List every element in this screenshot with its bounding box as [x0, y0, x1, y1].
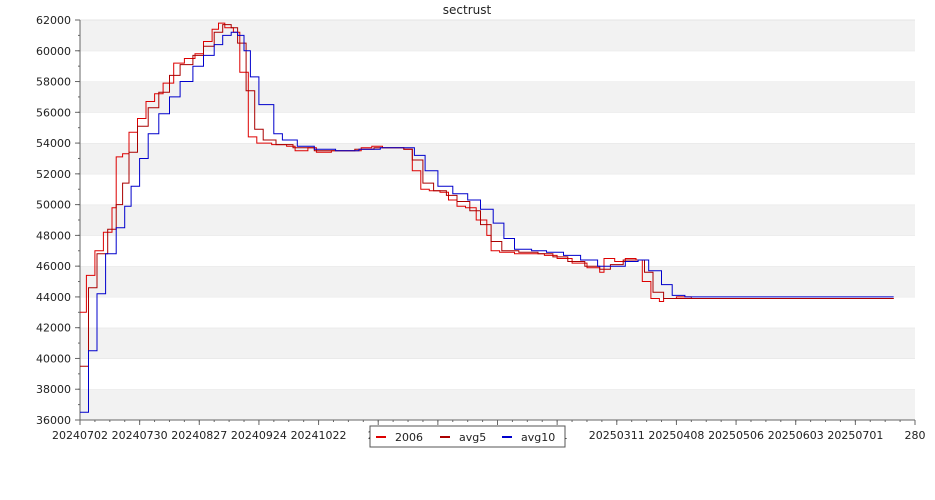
y-tick-label: 50000	[36, 199, 71, 212]
series-line-avg5	[80, 24, 894, 367]
x-tick-label: 20250701	[827, 429, 883, 442]
grid-bands	[80, 19, 915, 420]
y-tick-label: 56000	[36, 106, 71, 119]
legend-label: 2006	[395, 431, 423, 444]
grid-band	[80, 50, 915, 82]
y-tick-label: 36000	[36, 414, 71, 427]
y-tick-label: 62000	[36, 14, 71, 27]
grid-band	[80, 173, 915, 205]
y-tick-label: 46000	[36, 260, 71, 273]
legend-label: avg10	[521, 431, 555, 444]
y-tick-label: 54000	[36, 137, 71, 150]
grid-band	[80, 81, 915, 113]
x-tick-label: 20250506	[708, 429, 764, 442]
y-tick-label: 58000	[36, 76, 71, 89]
x-tick-label: 280	[905, 429, 926, 442]
x-tick-label: 20241022	[291, 429, 347, 442]
y-tick-label: 42000	[36, 322, 71, 335]
x-tick-label: 20240702	[52, 429, 108, 442]
x-tick-label: 20240730	[112, 429, 168, 442]
grid-band	[80, 389, 915, 420]
y-tick-label: 52000	[36, 168, 71, 181]
legend-label: avg5	[459, 431, 486, 444]
chart-title: sectrust	[443, 3, 492, 17]
grid-band	[80, 143, 915, 174]
series-line-2006	[80, 22, 894, 313]
y-axis: 36000 38000 40000 42000 44000 46000 48000 50000…	[36, 14, 81, 427]
y-tick-label: 60000	[36, 45, 71, 58]
series-lines	[80, 22, 894, 413]
grid-band	[80, 204, 915, 236]
series-line-avg10	[80, 31, 894, 413]
x-tick-label: 20250603	[768, 429, 824, 442]
grid-band	[80, 327, 915, 359]
y-tick-label: 38000	[36, 383, 71, 396]
legend: 2006 avg5 avg10	[369, 425, 566, 448]
grid-band	[80, 112, 915, 144]
x-tick-label: 20240924	[231, 429, 287, 442]
y-tick-label: 44000	[36, 291, 71, 304]
y-tick-label: 48000	[36, 229, 71, 242]
legend-box	[369, 425, 566, 448]
x-tick-label: 20250311	[589, 429, 645, 442]
grid-band	[80, 358, 915, 390]
x-tick-label: 20240827	[171, 429, 227, 442]
y-tick-label: 40000	[36, 352, 71, 365]
x-tick-label: 20250408	[648, 429, 704, 442]
grid-band	[80, 20, 915, 51]
grid-band	[80, 266, 915, 297]
grid-band	[80, 296, 915, 328]
